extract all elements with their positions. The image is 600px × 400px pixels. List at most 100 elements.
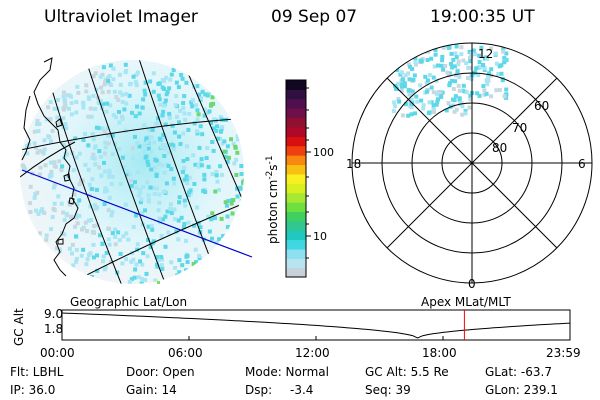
geo-pixel (137, 188, 142, 193)
geo-pixel (96, 100, 101, 105)
polar-pixel (504, 51, 509, 56)
geo-pixel (91, 137, 96, 142)
geo-pixel (210, 172, 215, 177)
geo-pixel (205, 93, 210, 98)
polar-pixel (453, 94, 458, 99)
polar-pixel (425, 58, 430, 62)
polar-pixel (400, 70, 404, 75)
geo-pixel (86, 114, 91, 119)
geo-pixel (234, 157, 238, 162)
geo-pixel (207, 109, 212, 114)
geo-pixel (177, 120, 181, 125)
geo-pixel (146, 193, 151, 198)
colorbar-segment (286, 220, 306, 231)
polar-pixel (454, 55, 459, 60)
geo-pixel (182, 111, 187, 116)
geo-pixel (98, 99, 103, 104)
geo-pixel (146, 224, 151, 229)
geo-pixel (139, 276, 144, 281)
geo-pixel (90, 177, 95, 182)
geo-parallel (20, 141, 76, 186)
geo-pixel (212, 126, 216, 131)
geo-pixel (91, 94, 96, 98)
geo-pixel (97, 165, 102, 170)
geo-pixel (201, 188, 206, 193)
geo-pixel (235, 137, 240, 142)
geo-pixel (131, 155, 135, 160)
geo-pixel (124, 69, 129, 73)
geo-pixel (140, 105, 145, 110)
geo-pixel (143, 92, 148, 97)
status-door: Door: Open (126, 365, 195, 379)
geo-pixel (48, 100, 53, 105)
geo-pixel (214, 169, 219, 174)
polar-pixel (477, 60, 482, 65)
geo-pixel (61, 143, 66, 147)
geo-pixel (167, 111, 172, 116)
geo-pixel (159, 145, 164, 150)
instrument-title: Ultraviolet Imager (44, 7, 198, 27)
geo-pixel (145, 180, 150, 185)
polar-pixel (468, 97, 473, 102)
geo-pixel (36, 129, 41, 134)
colorbar-segment (286, 239, 306, 250)
geo-pixel (154, 186, 159, 191)
geo-pixel (166, 150, 171, 155)
geo-pixel (28, 184, 33, 189)
geo-pixel (191, 98, 195, 103)
polar-pixel (431, 90, 436, 95)
geo-pixel (139, 197, 144, 202)
geo-pixel (163, 144, 168, 149)
geo-pixel (205, 146, 210, 150)
geo-pixel (104, 109, 109, 114)
polar-pixel (457, 74, 462, 79)
geo-pixel (154, 174, 159, 178)
polar-pixel (461, 58, 466, 63)
geo-pixel (74, 256, 79, 261)
polar-pixel (426, 78, 430, 83)
polar-pixel (429, 56, 434, 61)
geo-pixel (239, 164, 244, 168)
geo-pixel (146, 197, 151, 202)
xtick-1200: 12:00 (295, 346, 330, 360)
geo-pixel (118, 181, 123, 186)
colorbar-segment (286, 230, 306, 241)
geo-pixel (52, 201, 57, 206)
polar-pixel (482, 92, 487, 97)
unit-photon-cm: photon cm (266, 180, 280, 244)
geo-pixel (56, 97, 60, 102)
polar-pixel (468, 93, 473, 98)
geo-pixel (67, 106, 71, 111)
polar-pixel (433, 48, 438, 52)
geo-pixel (40, 207, 45, 212)
polar-pixel (419, 59, 424, 64)
polar-pixel (482, 66, 487, 70)
geo-pixel (181, 106, 186, 111)
geo-pixel (57, 159, 62, 164)
polar-pixel (502, 56, 507, 61)
geo-pixel (171, 68, 176, 72)
geo-pixel (99, 85, 104, 90)
geo-pixel (210, 95, 215, 100)
geo-pixel (201, 237, 206, 242)
geo-pixel (83, 162, 88, 167)
geo-pixel (20, 163, 25, 168)
geo-pixel (135, 247, 140, 252)
geo-pixel (27, 142, 32, 147)
geo-pixel (67, 202, 72, 207)
polar-pixel (484, 91, 489, 96)
polar-pixel (409, 92, 414, 97)
geo-pixel (163, 214, 168, 219)
geo-pixel (143, 151, 147, 156)
geo-pixel (44, 237, 49, 242)
polar-pixel (486, 74, 491, 78)
polar-pixel (440, 58, 445, 63)
geo-pixel (142, 123, 147, 128)
polar-pixel (439, 94, 444, 99)
polar-pixel (414, 45, 419, 50)
geo-pixel (93, 71, 98, 76)
geo-pixel (170, 123, 175, 128)
geo-pixel (92, 156, 97, 161)
colorbar-segment (286, 248, 306, 259)
geo-pixel (135, 170, 140, 175)
